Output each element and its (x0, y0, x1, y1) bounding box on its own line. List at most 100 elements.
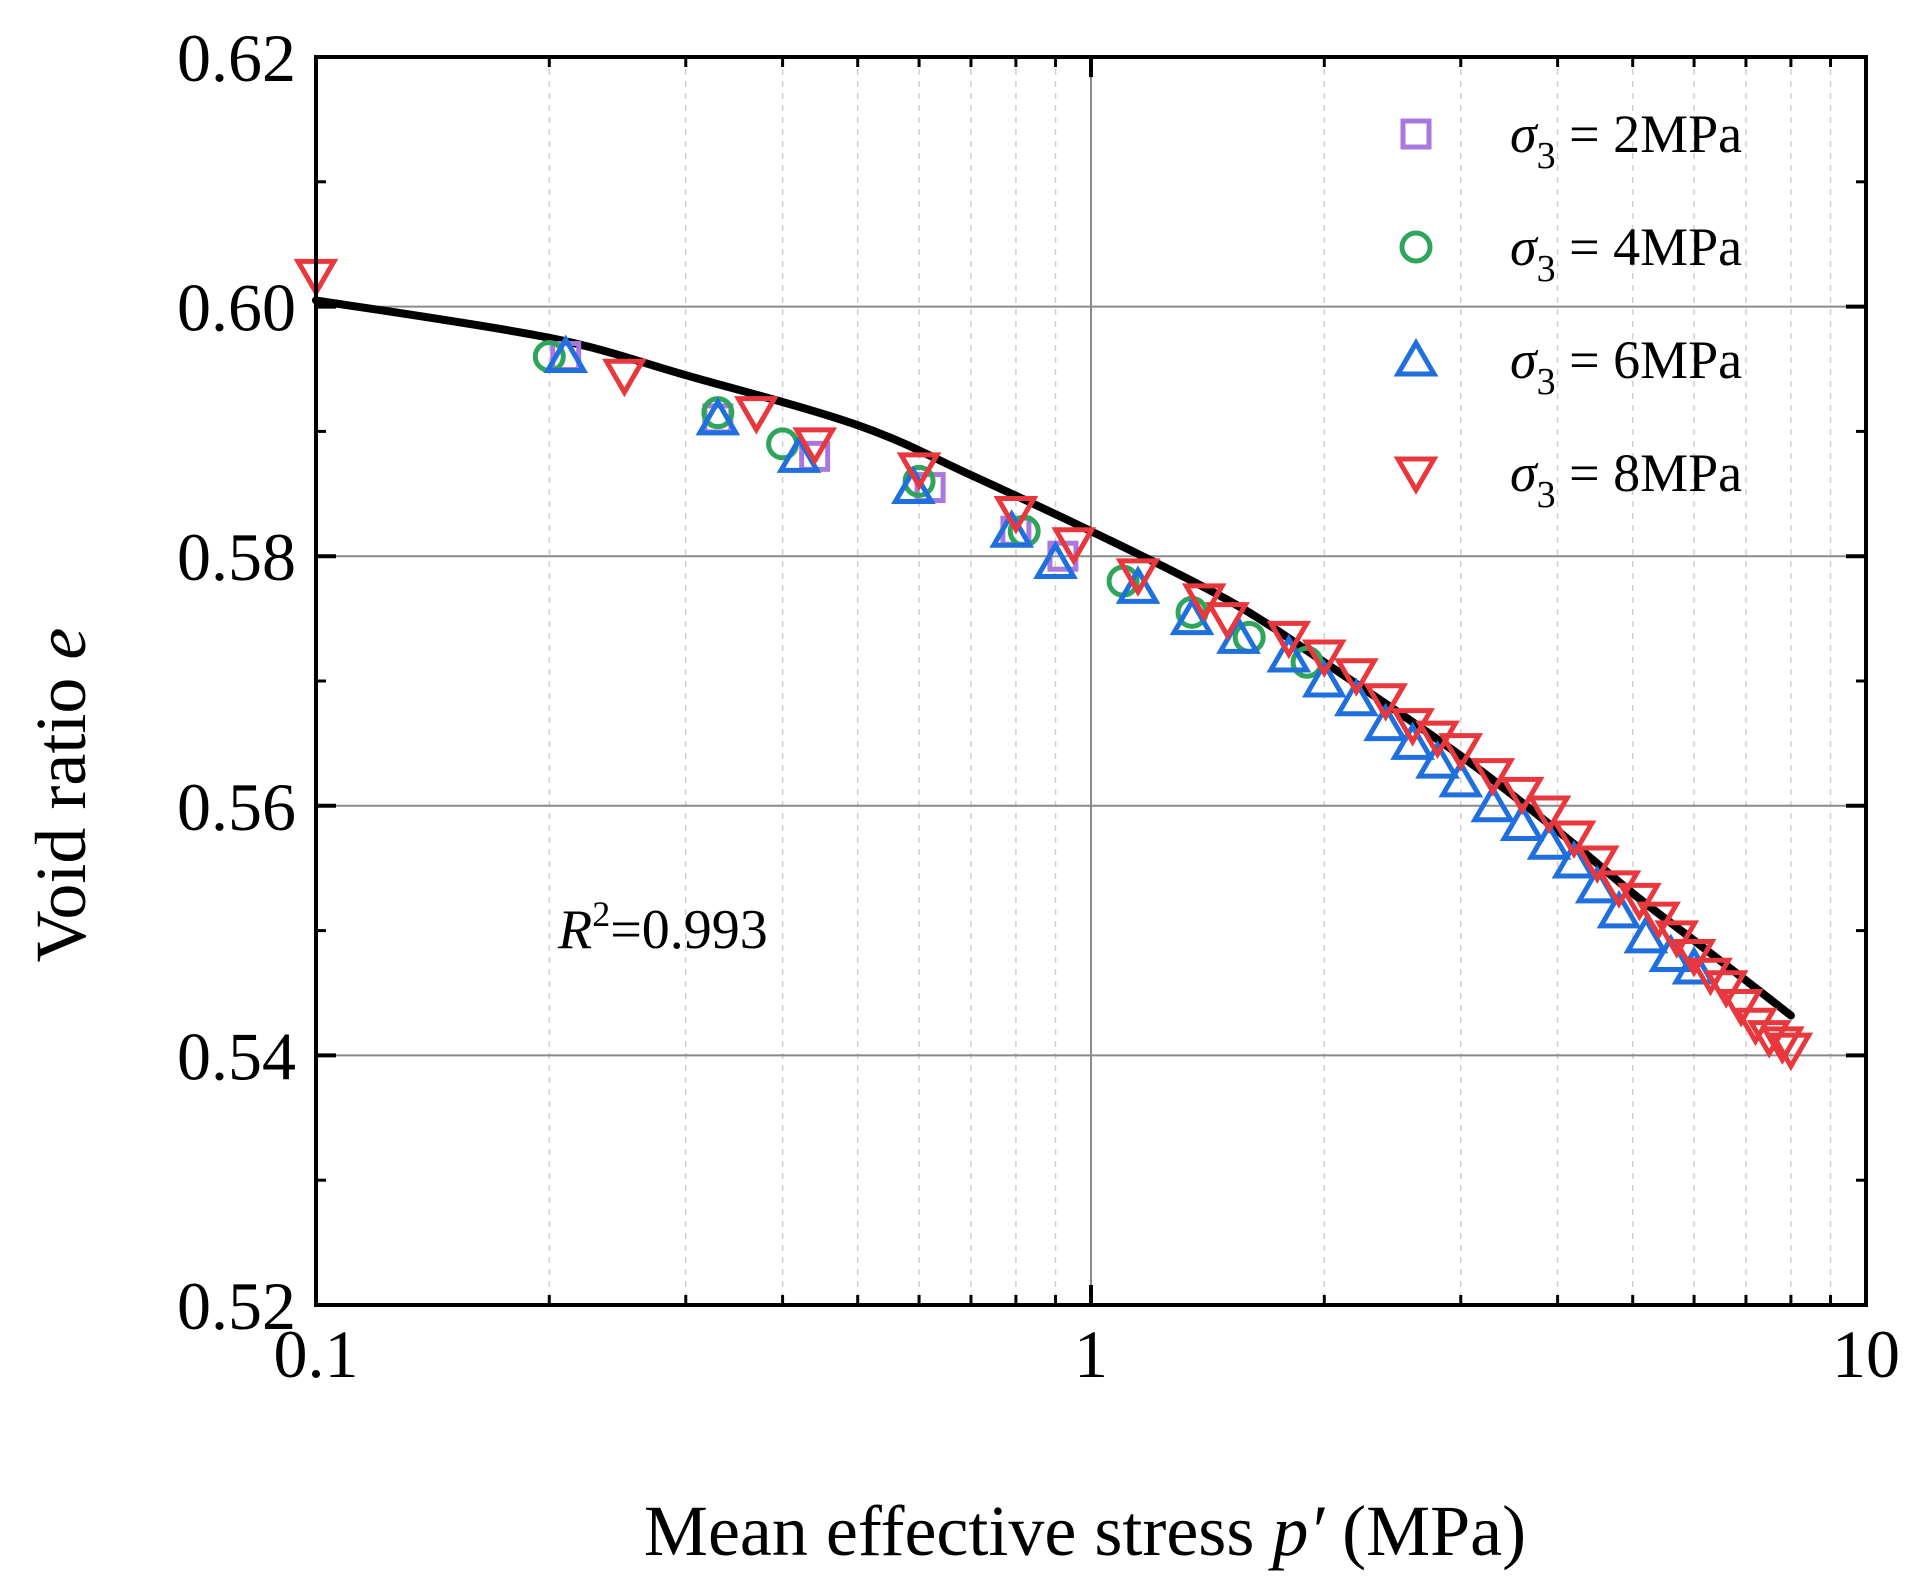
grid (316, 57, 1866, 1305)
x-axis-title-suffix: (MPa) (1324, 1491, 1526, 1571)
data-point (1551, 820, 1597, 859)
data-point (602, 358, 647, 398)
data-point (1526, 821, 1572, 860)
data-point (1301, 659, 1347, 698)
data-point (792, 427, 838, 466)
data-point (1760, 1026, 1805, 1065)
x-tick-label: 0.1 (274, 1316, 359, 1392)
data-point (1499, 802, 1545, 842)
data-point (1718, 988, 1764, 1028)
legend-item-2: σ3 = 4MPa (1399, 217, 1742, 290)
series-3-markers (543, 334, 1717, 985)
markers (293, 258, 1814, 1072)
r-squared-exponent: 2 (592, 894, 610, 934)
data-point (1636, 901, 1681, 941)
x-axis-title-variable: p′ (1267, 1491, 1325, 1571)
data-point (1415, 740, 1460, 779)
data-point (1574, 845, 1620, 884)
data-point (1596, 870, 1642, 909)
y-tick-label: 0.56 (177, 769, 296, 845)
y-tick-label: 0.52 (177, 1268, 296, 1344)
data-point (1438, 733, 1484, 772)
data-point (1526, 795, 1572, 835)
legend-label-variable: σ (1510, 443, 1539, 503)
data-point (1051, 527, 1097, 566)
legend-item-1: σ3 = 2MPa (1400, 104, 1742, 177)
y-tick-label: 0.62 (177, 20, 296, 96)
y-tick-label: 0.58 (177, 519, 296, 595)
x-axis-title: Mean effective stress p′ (MPa) (644, 1491, 1526, 1571)
legend-label-variable: σ (1510, 217, 1539, 277)
data-point (1205, 602, 1250, 641)
legend-item-3: σ3 = 6MPa (1393, 330, 1742, 403)
legend-label: σ3 = 2MPa (1510, 104, 1742, 177)
data-point (1266, 634, 1312, 673)
legend-label-variable: σ (1510, 104, 1539, 164)
data-point (1671, 939, 1717, 978)
data-point (891, 465, 936, 505)
data-point (1334, 658, 1379, 697)
legend-label-value: = 4MPa (1556, 217, 1743, 277)
legend-label-value: = 8MPa (1556, 443, 1743, 503)
series-4-markers (293, 258, 1814, 1072)
data-point (1363, 683, 1409, 722)
data-point (993, 496, 1039, 535)
data-point (1733, 1007, 1778, 1047)
legend-label-subscript: 3 (1537, 135, 1556, 177)
data-point (1768, 1032, 1814, 1072)
axis-ticks (314, 55, 1868, 1307)
r-squared-value: =0.993 (610, 899, 768, 961)
r-squared-annotation: R2=0.993 (557, 894, 768, 961)
data-point (1115, 565, 1161, 604)
legend-label-subscript: 3 (1537, 248, 1556, 290)
legend-marker-circle-icon (1399, 230, 1433, 264)
x-axis-title-prefix: Mean effective stress (644, 1491, 1272, 1571)
data-point (1033, 540, 1078, 579)
legend-marker-triangle-up-icon (1393, 338, 1439, 377)
data-point (1746, 1020, 1792, 1059)
legend-label-value: = 6MPa (1556, 330, 1743, 390)
data-point (1363, 702, 1409, 742)
legend-label-variable: σ (1510, 330, 1539, 390)
data-point (1301, 639, 1347, 679)
legend-label-subscript: 3 (1537, 361, 1556, 403)
data-point (1688, 957, 1733, 997)
y-axis-title-variable: e (21, 628, 101, 660)
data-point (734, 396, 779, 435)
x-tick-label: 10 (1832, 1316, 1900, 1392)
data-point (1334, 677, 1379, 717)
legend-item-4: σ3 = 8MPa (1393, 443, 1743, 516)
data-point (989, 509, 1035, 548)
data-point (1623, 914, 1669, 954)
legend-marker-square-icon (1400, 118, 1432, 150)
legend-label-subscript: 3 (1537, 474, 1556, 516)
legend-label: σ3 = 4MPa (1510, 217, 1742, 290)
y-tick-label: 0.60 (177, 270, 296, 346)
y-tick-label: 0.54 (177, 1018, 296, 1094)
data-point (1470, 758, 1516, 797)
data-point (1266, 620, 1312, 660)
data-point (1703, 970, 1749, 1009)
legend-label-value: = 2MPa (1556, 104, 1743, 164)
data-point (896, 452, 942, 491)
data-point (1499, 776, 1545, 816)
legend-label: σ3 = 6MPa (1510, 330, 1742, 403)
data-point (776, 434, 822, 473)
r-squared-variable: R (557, 899, 592, 961)
data-point (1169, 596, 1215, 636)
data-point (1470, 783, 1516, 823)
axis-tick-labels: 0.1 1 10 0.52 0.54 0.56 0.58 0.60 0.62 (177, 20, 1900, 1392)
data-point (543, 334, 589, 374)
data-point (1654, 920, 1700, 959)
data-point (1596, 889, 1642, 929)
data-point (1390, 721, 1435, 760)
data-point (1115, 558, 1161, 597)
data-point (1617, 882, 1662, 922)
data-point (1648, 933, 1694, 973)
y-axis-title: Void ratio e (21, 628, 101, 963)
data-point (1438, 758, 1484, 798)
legend-marker-triangle-down-icon (1393, 456, 1439, 495)
